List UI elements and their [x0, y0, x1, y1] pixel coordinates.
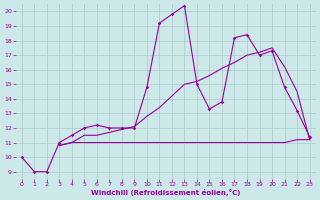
X-axis label: Windchill (Refroidissement éolien,°C): Windchill (Refroidissement éolien,°C): [91, 189, 240, 196]
